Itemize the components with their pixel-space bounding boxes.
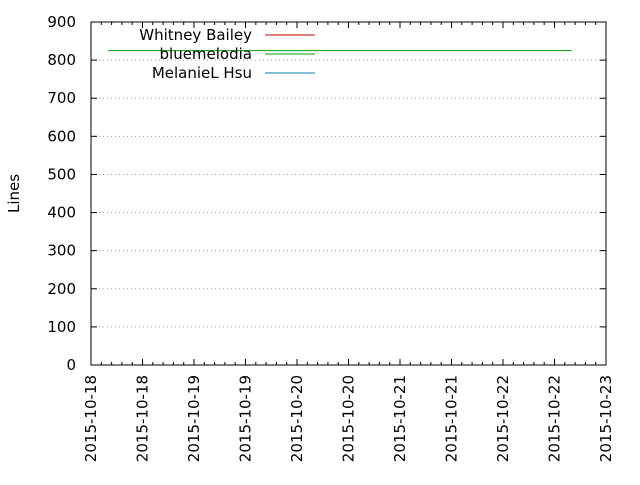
legend-label: Whitney Bailey bbox=[139, 26, 252, 44]
y-tick-label: 200 bbox=[47, 280, 76, 298]
grid-layer bbox=[91, 59, 606, 328]
x-tick-label: 2015-10-18 bbox=[82, 375, 100, 462]
x-tick-label: 2015-10-21 bbox=[443, 375, 461, 462]
y-tick-label: 800 bbox=[47, 51, 76, 69]
x-tick-label: 2015-10-23 bbox=[597, 375, 615, 462]
x-tick-labels: 2015-10-18 2015-10-18 2015-10-19 2015-10-19… bbox=[82, 375, 615, 462]
y-tick-label: 900 bbox=[47, 13, 76, 31]
legend-label: MelanieL Hsu bbox=[152, 64, 252, 82]
x-tick-label: 2015-10-22 bbox=[494, 375, 512, 462]
y-tick-labels: 0 100 200 300 400 500 600 700 800 900 bbox=[47, 13, 76, 374]
x-tick-label: 2015-10-19 bbox=[237, 375, 255, 462]
y-axis-label: Lines bbox=[5, 174, 23, 213]
y-tick-label: 400 bbox=[47, 204, 76, 222]
legend-label: bluemelodia bbox=[160, 45, 253, 63]
y-tick-label: 300 bbox=[47, 242, 76, 260]
x-tick-label: 2015-10-19 bbox=[185, 375, 203, 462]
x-tick-label: 2015-10-21 bbox=[391, 375, 409, 462]
y-tick-label: 700 bbox=[47, 89, 76, 107]
x-tick-label: 2015-10-20 bbox=[288, 375, 306, 462]
y-tick-label: 100 bbox=[47, 318, 76, 336]
tick-layer bbox=[90, 21, 607, 366]
y-tick-label: 0 bbox=[66, 356, 76, 374]
x-tick-label: 2015-10-20 bbox=[340, 375, 358, 462]
y-tick-label: 600 bbox=[47, 127, 76, 145]
x-tick-label: 2015-10-18 bbox=[134, 375, 152, 462]
x-tick-label: 2015-10-22 bbox=[546, 375, 564, 462]
y-tick-label: 500 bbox=[47, 165, 76, 183]
